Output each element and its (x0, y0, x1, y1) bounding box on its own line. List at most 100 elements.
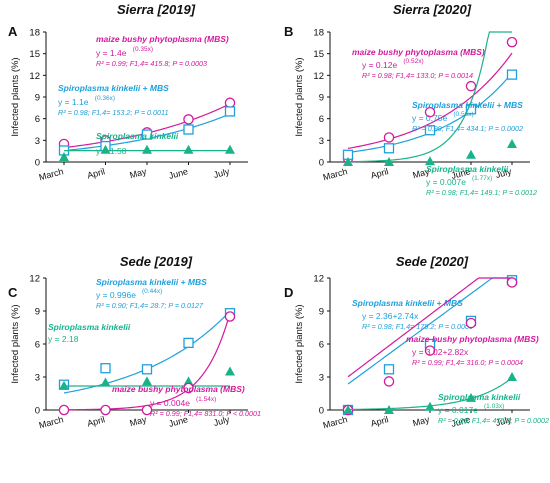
data-point (183, 376, 194, 386)
data-point (183, 144, 194, 154)
fit-line (347, 52, 513, 149)
data-point (183, 114, 194, 125)
series-name-label: Spiroplasma kinkelii (426, 164, 509, 174)
data-point (183, 337, 194, 349)
y-tick-label: 0 (35, 158, 40, 169)
equation-label: y = 2.18 (48, 334, 79, 344)
x-tick-label: June (168, 166, 189, 181)
y-tick-label: 9 (35, 93, 40, 104)
fit-stats-label: R² = 0.98; F1,4= 179.2; P = 0.0009 (362, 322, 473, 331)
equation-label: y = 3.02+2.82x (412, 347, 469, 357)
data-point (225, 144, 235, 154)
equation-label: y = 0.996e (96, 290, 136, 300)
panel-letter: A (8, 24, 18, 39)
y-tick-label: 9 (319, 93, 324, 104)
data-point (224, 311, 236, 322)
data-point (59, 380, 69, 390)
series-name-label: Spiroplasma kinkelii + MBS (352, 298, 463, 308)
data-point (424, 345, 436, 356)
data-point (383, 143, 395, 154)
series-spiroplasma-kinkelii-mbs: Spiroplasma kinkelii + MBS y = 0.75e (0.56… (342, 69, 523, 160)
equation-label: y = 0.007e (426, 177, 466, 187)
data-point (466, 392, 476, 402)
data-point (425, 156, 435, 166)
data-point (100, 377, 111, 387)
y-tick-label: 0 (319, 406, 324, 417)
y-tick-label: 12 (29, 274, 40, 285)
series-spiroplasma-kinkelii: Spiroplasma kinkelii y = 1.58 (59, 131, 235, 161)
x-tick-label: July (212, 166, 231, 180)
y-tick-label: 18 (313, 28, 324, 39)
equation-label: y = 0.12e (362, 60, 397, 70)
y-tick-label: 12 (313, 274, 324, 285)
y-tick-label: 6 (35, 340, 40, 351)
x-tick-label: March (38, 166, 65, 182)
y-tick-label: 9 (35, 307, 40, 318)
y-tick-label: 6 (319, 340, 324, 351)
fit-stats-label: R² = 0.99; F1,4= 831.0; P < 0.0001 (150, 409, 261, 418)
data-point (343, 157, 353, 166)
x-tick-label: May (411, 414, 430, 428)
x-tick-label: April (86, 414, 106, 428)
data-point (100, 363, 111, 374)
y-tick-label: 0 (319, 158, 324, 169)
equation-exponent: (1.54x) (196, 396, 216, 403)
series-name-label: Spiroplasma kinkelii (438, 392, 521, 402)
panel-letter: D (284, 285, 293, 300)
series-name-label: Spiroplasma kinkelii + MBS (58, 83, 169, 93)
data-point (466, 149, 476, 159)
data-point (100, 404, 111, 416)
equation-label: y = 0.017e (438, 405, 478, 415)
data-point (142, 144, 152, 154)
y-tick-label: 9 (319, 307, 324, 318)
y-tick-label: 15 (29, 49, 40, 60)
fit-stats-label: R² = 0.99; F1,4= 316.0; P = 0.0004 (412, 358, 523, 367)
y-tick-label: 15 (313, 49, 324, 60)
equation-exponent: (0.44x) (142, 288, 162, 295)
y-axis-label: Infected plants (%) (294, 304, 305, 383)
data-point (424, 106, 436, 118)
fit-stats-label: R² = 0.98; F1,4= 133.0; P = 0.0014 (362, 71, 473, 80)
y-tick-label: 3 (35, 373, 40, 384)
data-point (383, 364, 395, 375)
panel-title: Sede [2019] (120, 254, 193, 269)
fit-stats-label: R² = 0.90; F1,4= 28.7; P = 0.0127 (96, 301, 204, 310)
data-point (142, 376, 152, 386)
series-spiroplasma-kinkelii: Spiroplasma kinkelii y = 2.18 (48, 322, 235, 390)
data-point (183, 382, 194, 394)
equation-exponent: (0.52x) (403, 58, 423, 65)
equation-label: y = 0.75e (412, 113, 447, 123)
panel-title: Sierra [2019] (117, 2, 196, 17)
x-tick-label: April (370, 166, 390, 180)
data-point (224, 106, 236, 117)
data-point (506, 277, 518, 288)
data-point (58, 404, 70, 416)
y-axis-label: Infected plants (%) (10, 304, 21, 383)
panel-title: Sierra [2020] (393, 2, 472, 17)
series-spiroplasma-kinkelii-mbs: Spiroplasma kinkelii + MBS y = 0.996e (0.4… (58, 277, 236, 394)
data-point (383, 376, 395, 387)
series-name-label: maize bushy phytoplasma (MBS) (112, 384, 245, 394)
y-tick-label: 12 (313, 71, 324, 82)
fit-stats-label: R² = 0.99; F1,4= 434.1; P = 0.0002 (412, 124, 523, 133)
data-point (383, 132, 395, 143)
data-point (425, 401, 435, 411)
x-tick-label: June (450, 414, 471, 429)
series-name-label: Spiroplasma kinkelii + MBS (96, 277, 207, 287)
equation-exponent: (0.35x) (133, 46, 153, 53)
data-point (384, 157, 394, 166)
y-axis-label: Infected plants (%) (294, 57, 305, 136)
data-point (384, 405, 394, 414)
fit-line (347, 31, 512, 163)
panel-d: D Sede [2020] 0 3 6 9 12 Infected plants (%) Mar… (284, 254, 549, 430)
series-spiroplasma-kinkelii: Spiroplasma kinkelii y = 0.007e (1.77x) R² … (343, 31, 537, 197)
panel-b: B Sierra [2020] 0 3 6 9 12 15 18 Infected plants … (284, 2, 537, 197)
series-maize-bushy-phytoplasma-mbs: maize bushy phytoplasma (MBS) y = 0.004e (… (58, 311, 261, 418)
series-name-label: Spiroplasma kinkelii + MBS (412, 100, 523, 110)
x-tick-label: May (128, 166, 147, 180)
x-tick-label: May (411, 166, 430, 180)
y-tick-label: 3 (319, 136, 324, 147)
equation-exponent: (0.36x) (95, 95, 115, 102)
data-point (506, 69, 518, 80)
data-point (100, 144, 111, 154)
